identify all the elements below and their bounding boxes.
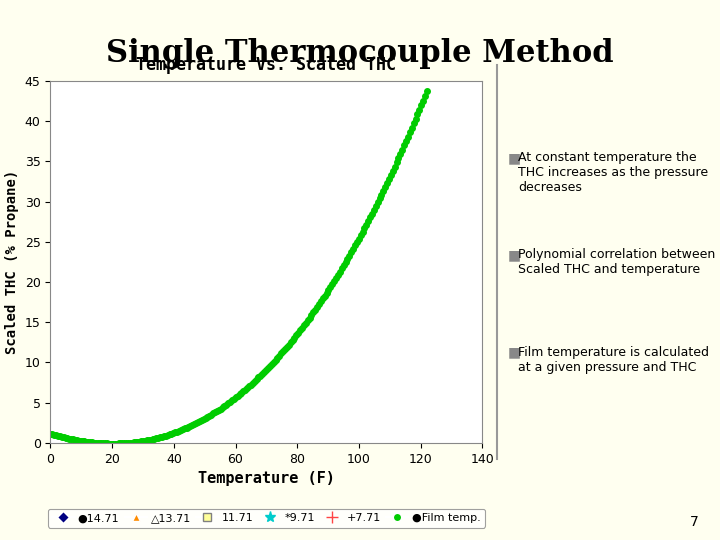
- Text: Film temperature is calculated at a given pressure and THC: Film temperature is calculated at a give…: [518, 346, 709, 374]
- Text: ■: ■: [508, 151, 521, 165]
- Text: ■: ■: [508, 248, 521, 262]
- Legend: ●14.71, △13.71, 11.71, *9.71, +7.71, ●Film temp.: ●14.71, △13.71, 11.71, *9.71, +7.71, ●Fi…: [48, 509, 485, 528]
- X-axis label: Temperature (F): Temperature (F): [198, 471, 335, 486]
- Text: Polynomial correlation between Scaled THC and temperature: Polynomial correlation between Scaled TH…: [518, 248, 716, 276]
- Y-axis label: Scaled THC (% Propane): Scaled THC (% Propane): [5, 170, 19, 354]
- Text: At constant temperature the THC increases as the pressure decreases: At constant temperature the THC increase…: [518, 151, 708, 194]
- Text: 7: 7: [690, 515, 698, 529]
- Title: Temperature Vs. Scaled THC: Temperature Vs. Scaled THC: [136, 56, 397, 74]
- Text: Single Thermocouple Method: Single Thermocouple Method: [106, 38, 614, 69]
- Text: ■: ■: [508, 346, 521, 360]
